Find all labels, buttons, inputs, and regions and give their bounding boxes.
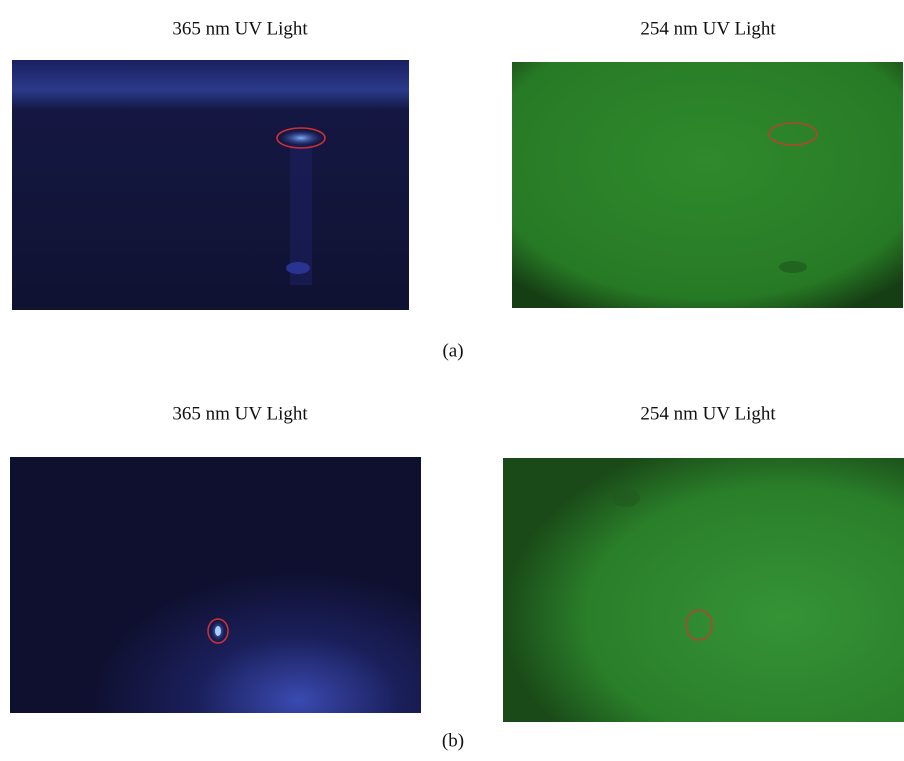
image-label: 365 nm UV Light (172, 403, 308, 424)
panel-caption: (a) (442, 340, 463, 361)
panel-caption: (b) (442, 730, 464, 751)
uv254-photo (503, 458, 904, 722)
image-label: 254 nm UV Light (640, 403, 776, 424)
image-label: 254 nm UV Light (640, 18, 776, 39)
uv365-photo (10, 457, 421, 713)
uv254-photo (512, 62, 903, 308)
uv365-photo (12, 60, 409, 310)
image-label: 365 nm UV Light (172, 18, 308, 39)
